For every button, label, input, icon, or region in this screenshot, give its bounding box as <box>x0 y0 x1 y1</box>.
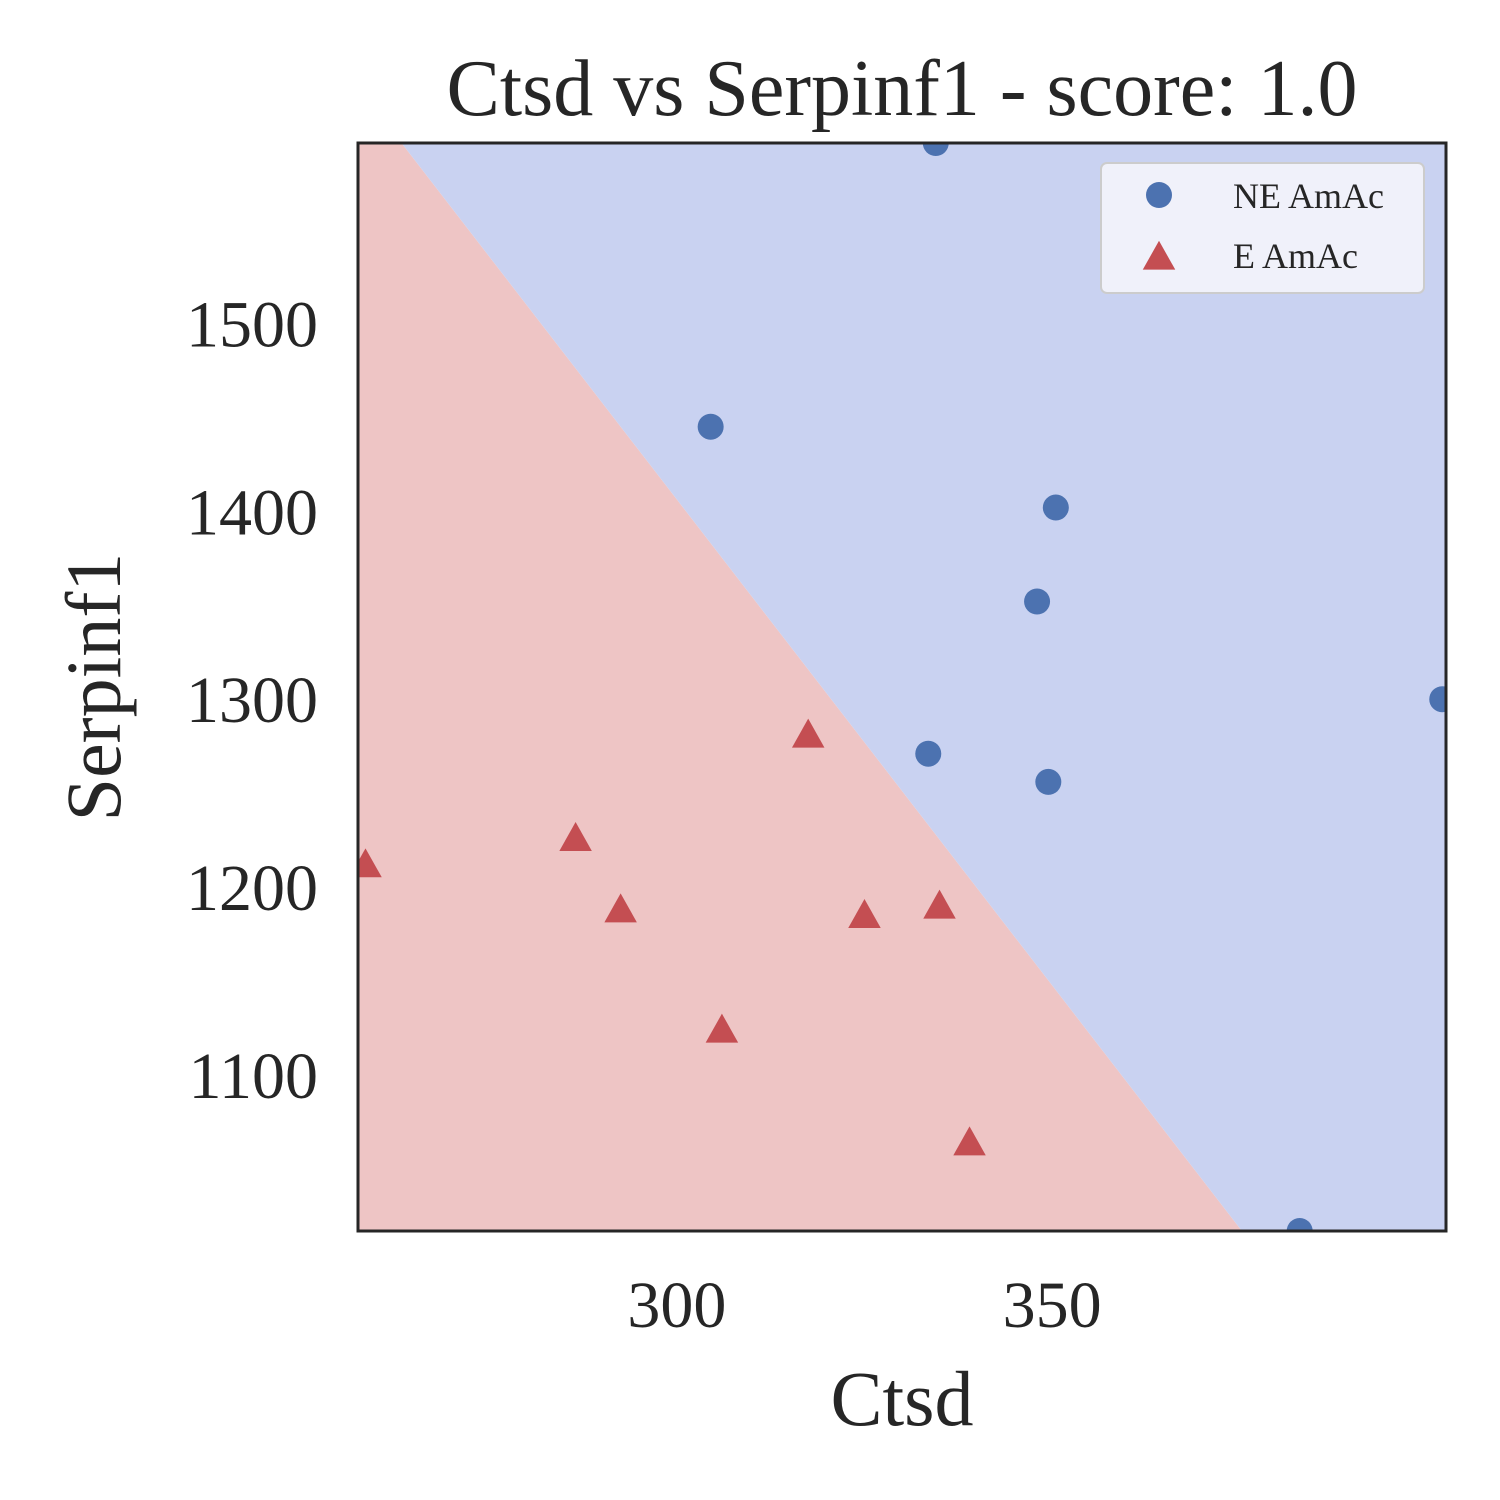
region-e-amac <box>358 143 1242 1231</box>
plot-frame <box>356 141 1448 1233</box>
data-point-ne-amac <box>1024 588 1051 615</box>
data-point-e-amac <box>791 718 825 748</box>
data-point-e-amac <box>953 1126 986 1156</box>
data-point-e-amac <box>848 899 881 928</box>
data-point-e-amac <box>358 848 382 878</box>
y-tick-label: 1400 <box>186 476 318 549</box>
decision-regions <box>358 143 1446 1231</box>
legend-box <box>1100 162 1425 294</box>
data-point-ne-amac <box>1286 1218 1313 1231</box>
legend: NE AmAc E AmAc <box>1100 162 1425 294</box>
y-tick-label: 1200 <box>186 852 318 925</box>
data-point-ne-amac <box>1042 494 1069 521</box>
x-tick-labels: 300 350 <box>627 1269 1101 1342</box>
y-tick-label: 1300 <box>186 664 318 737</box>
region-ne-amac <box>401 143 1446 1231</box>
data-point-ne-amac <box>915 740 942 767</box>
chart-title: Ctsd vs Serpinf1 - score: 1.0 <box>446 45 1357 133</box>
x-axis-label: Ctsd <box>830 1355 973 1442</box>
data-point-e-amac <box>604 893 637 923</box>
x-tick-label: 350 <box>1003 1269 1102 1342</box>
legend-triangle-icon <box>1142 240 1176 270</box>
data-point-ne-amac <box>1429 686 1446 713</box>
data-point-ne-amac <box>1035 768 1062 795</box>
x-tick-label: 300 <box>627 1269 726 1342</box>
data-point-e-amac <box>923 889 956 919</box>
legend-marker-ne-amac <box>1146 182 1172 208</box>
data-point-ne-amac <box>697 413 724 440</box>
data-point-e-amac <box>705 1013 739 1043</box>
legend-marker-e-amac <box>1142 240 1176 270</box>
legend-circle-icon <box>1146 182 1172 208</box>
data-point-ne-amac <box>922 143 949 156</box>
y-tick-label: 1500 <box>186 288 318 361</box>
data-point-e-amac <box>559 822 592 851</box>
legend-label-e-amac: E AmAc <box>1233 236 1358 276</box>
y-tick-labels: 1100 1200 1300 1400 1500 <box>186 288 318 1113</box>
y-axis-label: Serpinf1 <box>50 553 137 822</box>
y-tick-label: 1100 <box>188 1040 318 1113</box>
legend-label-ne-amac: NE AmAc <box>1233 176 1384 216</box>
data-points <box>358 143 1446 1231</box>
